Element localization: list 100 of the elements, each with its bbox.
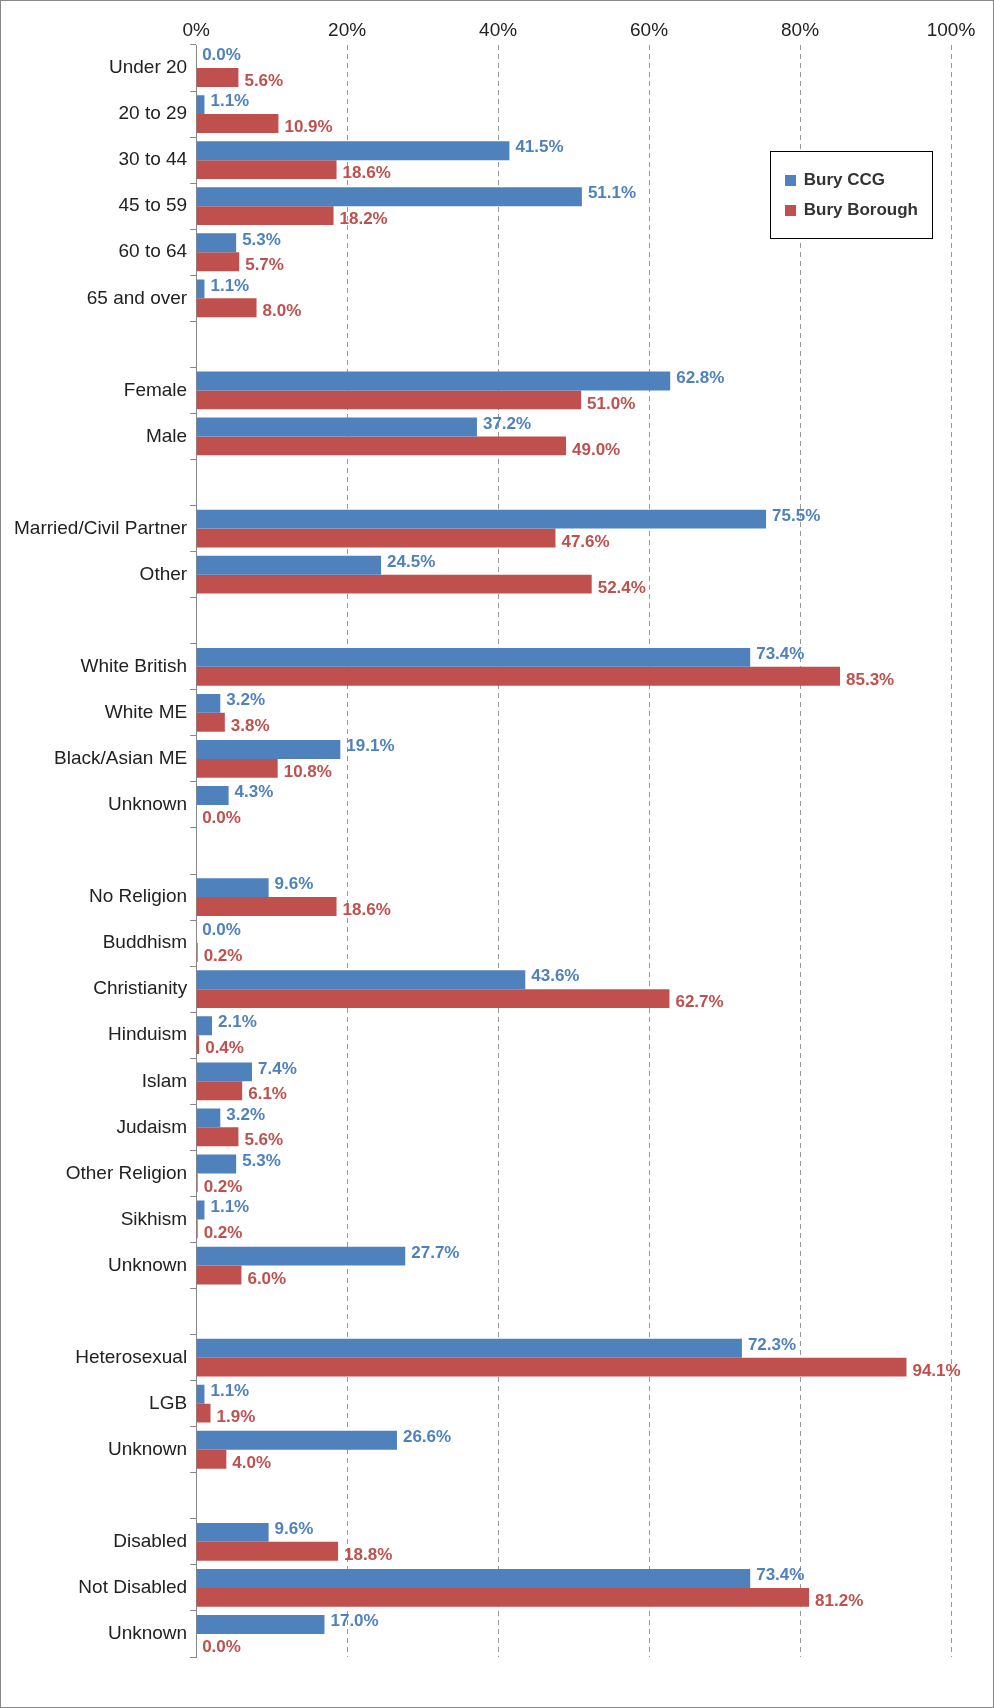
bar xyxy=(196,666,841,686)
y-tick-label: 45 to 59 xyxy=(118,194,188,216)
data-label: 19.1% xyxy=(346,736,395,756)
bar xyxy=(196,252,240,272)
data-label: 81.2% xyxy=(815,1591,864,1611)
data-label: 47.6% xyxy=(561,531,610,551)
bar xyxy=(196,233,237,253)
y-tick-label: Under 20 xyxy=(108,56,188,78)
data-label: 4.0% xyxy=(232,1452,272,1472)
x-tick-label: 0% xyxy=(182,18,210,40)
legend-label: Bury CCG xyxy=(803,170,885,190)
bar xyxy=(196,970,526,990)
bar xyxy=(196,187,582,207)
bar xyxy=(196,528,556,548)
data-label: 9.6% xyxy=(274,1519,314,1539)
bar xyxy=(196,509,767,529)
data-label: 5.7% xyxy=(245,255,284,275)
data-label: 0.2% xyxy=(203,946,243,966)
data-label: 0.0% xyxy=(202,920,241,940)
data-label: 73.4% xyxy=(756,644,805,664)
data-label: 26.6% xyxy=(402,1426,452,1446)
bar xyxy=(196,1016,212,1036)
data-label: 18.8% xyxy=(344,1544,393,1564)
y-tick-label: Unknown xyxy=(107,1437,188,1459)
data-label: 3.8% xyxy=(230,715,270,735)
data-label: 51.0% xyxy=(587,393,636,413)
data-label: 18.6% xyxy=(342,900,391,920)
bar xyxy=(196,1081,243,1101)
data-label: 51.1% xyxy=(587,183,637,203)
data-label: 6.0% xyxy=(247,1268,287,1288)
bar xyxy=(196,160,337,180)
bar xyxy=(196,555,382,575)
data-label: 0.0% xyxy=(202,1637,241,1657)
y-tick-label: 60 to 64 xyxy=(118,240,188,262)
bar xyxy=(196,1154,237,1174)
data-label: 1.1% xyxy=(210,1196,250,1216)
bar xyxy=(196,1357,907,1377)
x-tick-label: 20% xyxy=(328,18,367,40)
y-tick-label: No Religion xyxy=(88,885,188,907)
x-tick-label: 60% xyxy=(630,18,669,40)
data-label: 17.0% xyxy=(330,1611,379,1631)
data-label: 0.2% xyxy=(203,1176,243,1196)
data-label: 24.5% xyxy=(387,551,436,571)
y-tick-label: LGB xyxy=(149,1391,188,1413)
bar xyxy=(196,786,229,805)
bar xyxy=(196,1246,406,1266)
y-tick-label: 20 to 29 xyxy=(118,102,188,124)
data-label: 52.4% xyxy=(597,577,646,597)
bar xyxy=(196,897,337,916)
data-label: 5.6% xyxy=(244,71,284,91)
y-tick-label: Female xyxy=(123,378,188,400)
y-tick-label: White British xyxy=(80,655,188,677)
bar xyxy=(196,740,341,759)
y-tick-label: Buddhism xyxy=(102,931,188,953)
data-label: 10.9% xyxy=(284,117,333,137)
bar xyxy=(196,1062,253,1082)
bar xyxy=(196,1338,742,1358)
y-tick-label: 30 to 44 xyxy=(118,148,188,170)
y-tick-label: Hinduism xyxy=(107,1023,188,1045)
data-label: 8.0% xyxy=(262,301,302,321)
y-tick-label: White ME xyxy=(104,701,188,723)
data-label: 1.9% xyxy=(216,1406,256,1426)
bar xyxy=(196,574,592,594)
data-label: 4.3% xyxy=(234,782,274,802)
bar xyxy=(196,417,477,437)
x-tick-label: 100% xyxy=(926,18,976,40)
bar xyxy=(196,298,257,318)
bar xyxy=(196,1569,751,1588)
y-tick-label: Sikhism xyxy=(120,1207,188,1229)
bar xyxy=(196,371,671,391)
data-label: 2.1% xyxy=(218,1012,257,1032)
y-tick-label: Unknown xyxy=(107,1253,188,1275)
y-tick-label: Unknown xyxy=(107,1622,188,1644)
y-tick-label: Disabled xyxy=(113,1530,188,1552)
bar xyxy=(196,989,670,1009)
data-label: 18.6% xyxy=(342,163,391,183)
data-label: 5.3% xyxy=(242,1150,281,1170)
data-label: 0.0% xyxy=(202,808,241,828)
data-label: 5.3% xyxy=(242,229,281,249)
data-label: 10.8% xyxy=(283,762,332,782)
bar xyxy=(196,1403,211,1423)
bar xyxy=(196,878,269,898)
bar xyxy=(196,95,205,115)
bar xyxy=(196,1522,269,1542)
bar xyxy=(196,206,334,226)
data-label: 5.6% xyxy=(244,1130,284,1150)
data-label: 18.2% xyxy=(339,209,388,229)
y-tick-label: Judaism xyxy=(116,1115,188,1137)
data-label: 1.1% xyxy=(210,275,250,295)
data-label: 75.5% xyxy=(772,505,821,525)
data-label: 6.1% xyxy=(248,1084,287,1104)
y-tick-label: 65 and over xyxy=(86,286,188,308)
bar xyxy=(196,436,567,456)
bar xyxy=(196,712,225,732)
data-label: 62.7% xyxy=(675,992,724,1012)
bar xyxy=(196,1430,397,1450)
x-tick-label: 80% xyxy=(781,18,820,40)
data-label: 37.2% xyxy=(482,413,532,433)
data-label: 27.7% xyxy=(411,1242,460,1262)
bar xyxy=(196,647,751,667)
